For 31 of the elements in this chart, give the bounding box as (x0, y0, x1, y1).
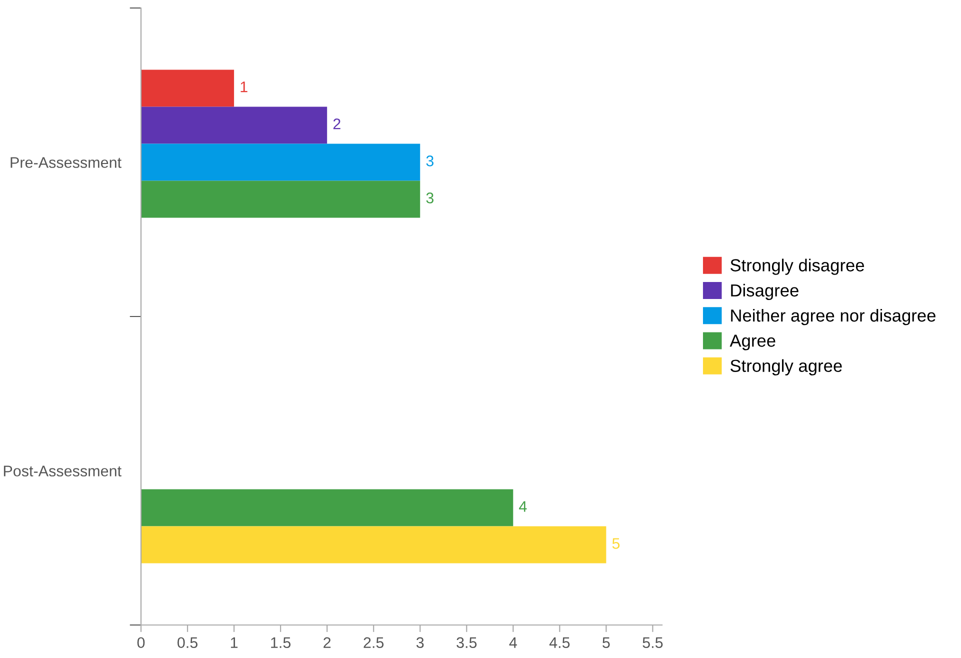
x-tick-label: 4.5 (549, 637, 570, 648)
legend-label: Strongly agree (730, 359, 842, 376)
x-tick-label: 1 (230, 637, 238, 648)
y-tick-label: Post-Assessment (4, 466, 122, 476)
legend-label: Disagree (731, 284, 798, 300)
data-label: 5 (612, 538, 620, 549)
bar (141, 144, 420, 181)
x-tick-label: 0.5 (177, 637, 198, 648)
bar (141, 526, 606, 564)
legend-label: Agree (730, 334, 776, 350)
x-tick-label: 4 (509, 637, 517, 648)
x-tick-label: 1.5 (271, 637, 291, 648)
x-tick-label: 0 (137, 637, 145, 648)
bar (141, 489, 514, 526)
x-tick-label: 3.5 (456, 637, 477, 648)
x-tick-label: 5 (602, 637, 610, 648)
data-label: 4 (519, 501, 527, 512)
bar (141, 106, 328, 144)
x-tick-label: 3 (416, 637, 424, 648)
data-label: 1 (240, 82, 248, 92)
data-label: 3 (426, 156, 434, 166)
bar (141, 180, 420, 218)
x-tick-label: 2.5 (364, 637, 384, 648)
x-tick-label: 5.5 (642, 637, 663, 648)
data-label: 2 (333, 118, 340, 130)
legend-label: Neither agree nor disagree (731, 308, 936, 326)
data-label: 3 (426, 192, 434, 204)
y-tick-label: Pre-Assessment (10, 157, 122, 168)
x-tick-label: 2 (324, 637, 331, 648)
legend-label: Strongly disagree (730, 258, 864, 275)
bar (141, 70, 234, 107)
